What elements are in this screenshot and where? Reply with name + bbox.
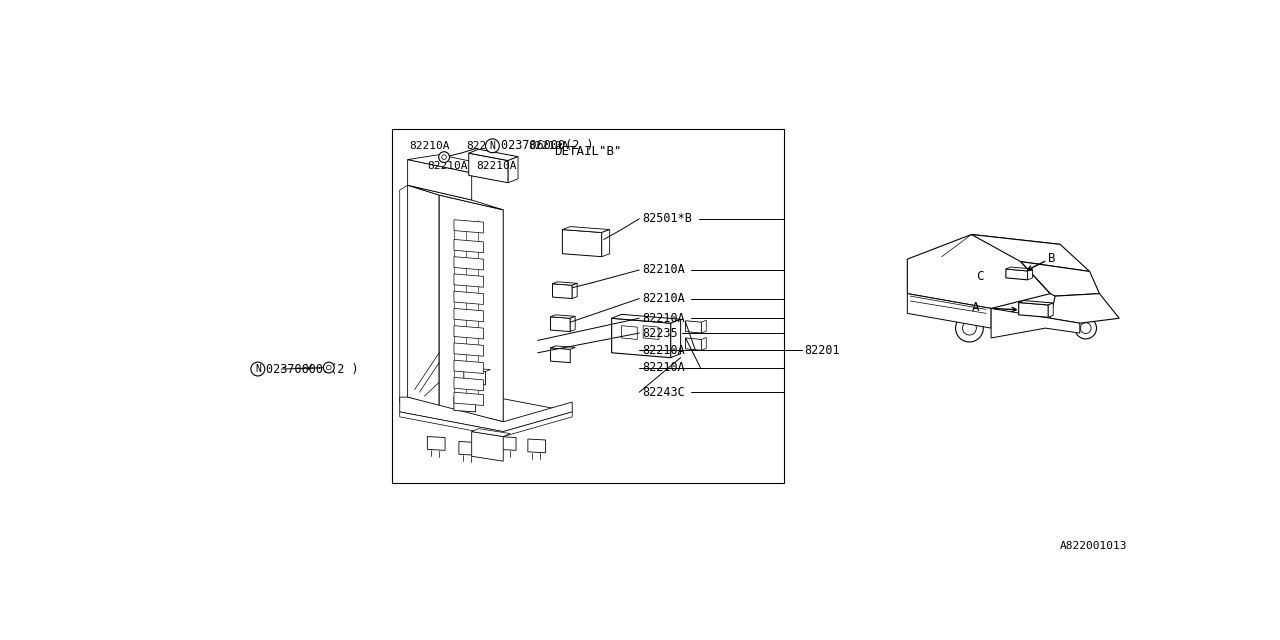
Text: B: B <box>1048 252 1056 265</box>
Polygon shape <box>553 282 577 285</box>
Text: 82210A: 82210A <box>643 292 685 305</box>
Text: A: A <box>972 301 979 314</box>
Circle shape <box>324 362 334 373</box>
Polygon shape <box>439 195 503 422</box>
Polygon shape <box>622 326 637 339</box>
Polygon shape <box>671 319 681 358</box>
Polygon shape <box>553 284 572 298</box>
Text: 82210A: 82210A <box>476 161 517 171</box>
Circle shape <box>326 365 332 370</box>
Circle shape <box>1080 323 1091 333</box>
Polygon shape <box>454 397 476 412</box>
Circle shape <box>1075 317 1097 339</box>
Polygon shape <box>454 220 484 233</box>
Polygon shape <box>508 157 518 183</box>
Polygon shape <box>454 378 484 390</box>
Text: DETAIL"B": DETAIL"B" <box>554 145 622 159</box>
Polygon shape <box>572 284 577 298</box>
Polygon shape <box>454 308 484 322</box>
Text: N: N <box>489 141 495 151</box>
Polygon shape <box>562 227 609 232</box>
Polygon shape <box>550 346 575 349</box>
Polygon shape <box>550 317 571 332</box>
Text: 82210A: 82210A <box>643 361 685 374</box>
Polygon shape <box>428 436 445 451</box>
Polygon shape <box>908 294 991 328</box>
Text: 82501*B: 82501*B <box>643 212 692 225</box>
Polygon shape <box>463 370 485 385</box>
Polygon shape <box>454 291 484 305</box>
Polygon shape <box>686 338 701 350</box>
Polygon shape <box>407 159 472 200</box>
Polygon shape <box>399 392 572 431</box>
Polygon shape <box>1020 262 1100 296</box>
Polygon shape <box>454 239 484 253</box>
Polygon shape <box>454 392 484 406</box>
Polygon shape <box>460 442 476 455</box>
Polygon shape <box>972 234 1089 271</box>
Text: 023706000(2 ): 023706000(2 ) <box>500 140 594 152</box>
Text: 82243C: 82243C <box>643 386 685 399</box>
Polygon shape <box>643 326 659 339</box>
Polygon shape <box>571 316 575 332</box>
Polygon shape <box>1006 267 1033 271</box>
Polygon shape <box>701 337 707 350</box>
Polygon shape <box>399 397 572 431</box>
Polygon shape <box>407 185 503 210</box>
Polygon shape <box>991 308 1080 338</box>
Circle shape <box>963 321 977 335</box>
Text: 82210A: 82210A <box>643 264 685 276</box>
Polygon shape <box>1019 301 1053 305</box>
Polygon shape <box>472 429 511 436</box>
Polygon shape <box>686 321 701 333</box>
Circle shape <box>439 152 449 163</box>
Polygon shape <box>399 412 572 436</box>
Text: N: N <box>255 364 261 374</box>
Circle shape <box>442 155 447 159</box>
Polygon shape <box>407 155 503 173</box>
Polygon shape <box>701 320 707 333</box>
Text: 82210A: 82210A <box>527 141 568 151</box>
Polygon shape <box>1050 294 1119 323</box>
Polygon shape <box>454 360 484 374</box>
Polygon shape <box>399 185 407 402</box>
Text: 82212: 82212 <box>466 141 499 151</box>
Text: 82210A: 82210A <box>428 161 468 171</box>
Polygon shape <box>454 274 484 287</box>
Text: 82210A: 82210A <box>643 344 685 357</box>
Text: 82210A: 82210A <box>410 141 451 151</box>
Polygon shape <box>550 315 575 318</box>
Text: C: C <box>977 270 984 283</box>
Bar <box>392 129 785 483</box>
Polygon shape <box>550 348 571 363</box>
Polygon shape <box>1006 269 1028 280</box>
Polygon shape <box>1028 269 1033 280</box>
Circle shape <box>485 139 499 153</box>
Polygon shape <box>407 185 439 407</box>
Text: 023706000(2 ): 023706000(2 ) <box>266 362 358 376</box>
Polygon shape <box>602 230 609 257</box>
Text: A822001013: A822001013 <box>1060 541 1128 552</box>
Polygon shape <box>612 318 671 358</box>
Text: 82210A: 82210A <box>643 312 685 324</box>
Polygon shape <box>468 149 518 161</box>
Polygon shape <box>562 230 602 257</box>
Polygon shape <box>527 439 545 453</box>
Text: 82235: 82235 <box>643 326 678 340</box>
Circle shape <box>956 314 983 342</box>
Polygon shape <box>908 234 1060 308</box>
Polygon shape <box>454 343 484 356</box>
Text: 82201: 82201 <box>804 344 840 357</box>
Polygon shape <box>472 431 503 461</box>
Polygon shape <box>1048 303 1053 317</box>
Polygon shape <box>612 314 681 323</box>
Polygon shape <box>1019 303 1048 317</box>
Circle shape <box>251 362 265 376</box>
Polygon shape <box>463 368 490 371</box>
Polygon shape <box>468 153 508 183</box>
Polygon shape <box>454 326 484 339</box>
Polygon shape <box>454 257 484 270</box>
Polygon shape <box>498 436 516 451</box>
